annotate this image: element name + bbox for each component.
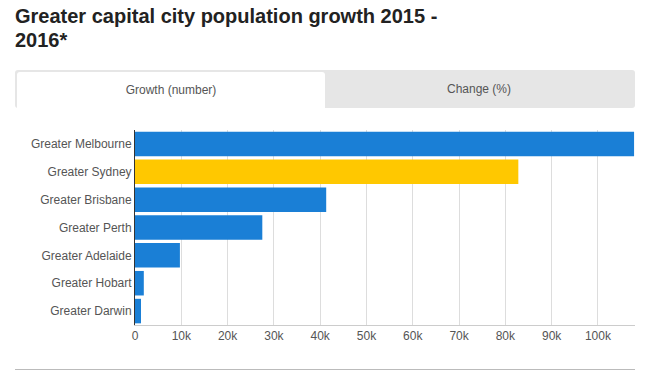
- svg-text:40k: 40k: [311, 329, 331, 343]
- svg-text:Greater Adelaide: Greater Adelaide: [42, 249, 132, 263]
- svg-text:20k: 20k: [218, 329, 238, 343]
- svg-text:90k: 90k: [542, 329, 562, 343]
- svg-text:Greater Brisbane: Greater Brisbane: [40, 193, 132, 207]
- svg-text:Greater Perth: Greater Perth: [59, 221, 132, 235]
- svg-text:80k: 80k: [496, 329, 516, 343]
- svg-text:Greater Darwin: Greater Darwin: [50, 304, 131, 318]
- svg-text:Greater Hobart: Greater Hobart: [52, 276, 133, 290]
- svg-text:Greater Sydney: Greater Sydney: [48, 165, 132, 179]
- svg-text:60k: 60k: [403, 329, 423, 343]
- html-text:Greater capital city populatio: Greater capital city population growth 2…: [15, 5, 438, 51]
- svg-text:100k: 100k: [585, 329, 612, 343]
- svg-text:30k: 30k: [264, 329, 284, 343]
- html-text:Growth (number): Growth (number): [125, 83, 217, 97]
- svg-text:Greater Melbourne: Greater Melbourne: [31, 137, 132, 151]
- svg-text:70k: 70k: [449, 329, 469, 343]
- svg-text:0: 0: [132, 329, 139, 343]
- html-text:Change (%): Change (%): [447, 82, 511, 96]
- svg-text:50k: 50k: [357, 329, 377, 343]
- svg-text:10k: 10k: [172, 329, 192, 343]
